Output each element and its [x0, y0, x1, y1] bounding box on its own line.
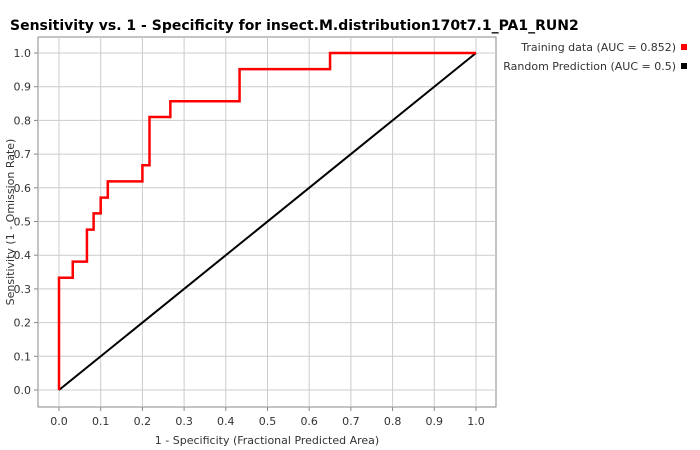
y-tick-label: 0.3 — [14, 283, 32, 296]
x-tick-label: 0.9 — [426, 415, 444, 428]
y-tick-label: 0.1 — [14, 350, 32, 363]
x-tick-label: 0.4 — [217, 415, 235, 428]
x-axis-label: 1 - Specificity (Fractional Predicted Ar… — [155, 434, 379, 447]
y-tick-label: 0.0 — [14, 384, 32, 397]
x-tick-label: 0.3 — [175, 415, 193, 428]
legend-swatch — [681, 63, 687, 69]
y-tick-label: 0.8 — [14, 114, 32, 127]
y-tick-label: 1.0 — [14, 47, 32, 60]
y-tick-label: 0.2 — [14, 317, 32, 330]
x-tick-label: 0.6 — [300, 415, 318, 428]
legend: Training data (AUC = 0.852) Random Predic… — [503, 41, 687, 73]
x-tick-label: 1.0 — [467, 415, 485, 428]
training-data-line — [57, 51, 476, 390]
y-tick-label: 0.6 — [14, 182, 32, 195]
y-tick-label: 0.9 — [14, 81, 32, 94]
y-tick-label: 0.7 — [14, 148, 32, 161]
legend-label: Training data (AUC = 0.852) — [520, 41, 676, 54]
series-layer — [57, 51, 477, 391]
legend-swatch — [681, 44, 687, 50]
x-tick-label: 0.2 — [134, 415, 152, 428]
y-axis-label: Sensitivity (1 - Omission Rate) — [4, 139, 17, 306]
y-tick-label: 0.5 — [14, 216, 32, 229]
random-prediction-line — [58, 52, 477, 391]
y-axis-ticks: 0.0 0.1 0.2 0.3 0.4 0.5 0.6 0.7 0.8 0.9 1.0 — [14, 47, 38, 397]
y-tick-label: 0.4 — [14, 249, 32, 262]
x-tick-label: 0.1 — [92, 415, 110, 428]
x-axis-ticks: 0.0 0.1 0.2 0.3 0.4 0.5 0.6 0.7 0.8 0.9 1.0 — [50, 407, 485, 428]
x-tick-label: 0.8 — [384, 415, 402, 428]
x-tick-label: 0.5 — [259, 415, 277, 428]
x-tick-label: 0.0 — [50, 415, 68, 428]
chart-title: Sensitivity vs. 1 - Specificity for inse… — [10, 18, 579, 34]
legend-label: Random Prediction (AUC = 0.5) — [503, 60, 676, 73]
x-tick-label: 0.7 — [342, 415, 360, 428]
